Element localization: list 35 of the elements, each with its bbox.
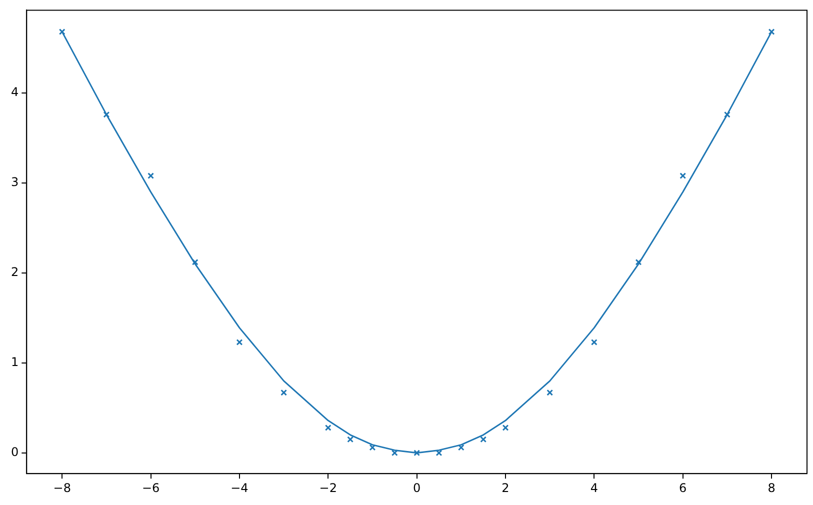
x-tick-label: −4	[230, 480, 248, 495]
point	[324, 424, 332, 431]
point	[236, 339, 243, 346]
x-tick-label: 6	[679, 480, 687, 495]
point	[502, 424, 509, 431]
x-tick-label: −6	[142, 480, 160, 495]
point	[103, 111, 110, 118]
point	[458, 444, 464, 451]
point	[590, 339, 598, 346]
point	[635, 258, 642, 266]
x-tick-label: 2	[502, 480, 510, 495]
point	[546, 389, 554, 396]
y-tick-label: 1	[10, 355, 19, 370]
y-tick-label: 0	[10, 445, 19, 460]
point	[347, 436, 354, 443]
point	[480, 436, 487, 443]
point	[58, 28, 66, 36]
point	[414, 450, 420, 456]
y-tick-label: 3	[10, 175, 19, 190]
x-tick-label: 4	[590, 480, 598, 495]
y-tick-label: 2	[10, 265, 19, 280]
point	[369, 444, 376, 451]
x-tick-label: −2	[319, 480, 337, 495]
x-tick-label: −8	[53, 480, 71, 495]
x-tick-label: 0	[412, 480, 421, 495]
x-tick-label: 8	[768, 480, 776, 495]
point	[280, 389, 288, 396]
point	[436, 450, 442, 456]
point	[148, 172, 154, 179]
point	[680, 172, 686, 179]
y-tick-label: 4	[10, 85, 19, 100]
point	[768, 28, 775, 36]
point	[391, 450, 398, 456]
point	[724, 111, 730, 118]
point	[192, 258, 198, 266]
